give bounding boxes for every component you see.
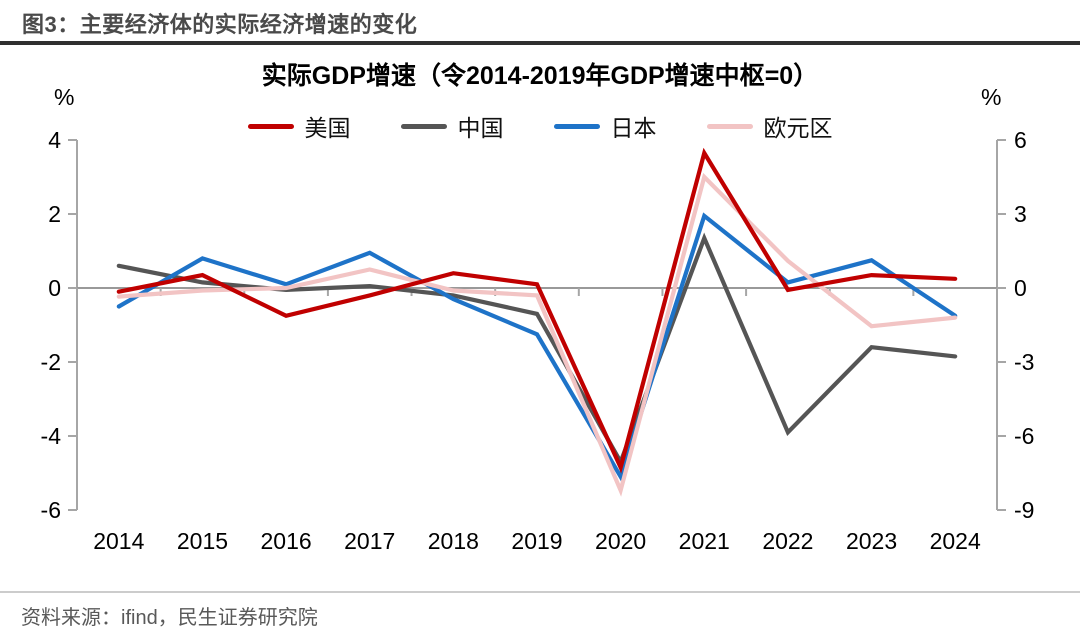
left-tick-label: -2 [41,349,61,375]
year-label: 2015 [177,528,228,554]
year-label: 2021 [679,528,730,554]
legend-item: 美国 [247,109,351,143]
right-tick-label: -6 [1014,423,1034,449]
right-tick-label: 0 [1014,275,1027,301]
left-tick-label: 4 [48,127,61,153]
left-tick-label: -6 [41,497,61,523]
year-label: 2018 [428,528,479,554]
legend-line-swatch [706,123,753,129]
legend-line-swatch [247,123,294,129]
source-divider [0,591,1080,593]
legend-line-swatch [553,123,600,129]
left-axis-unit-label: % [54,84,75,110]
right-tick-label: 3 [1014,201,1027,227]
left-tick-label: 0 [48,275,61,301]
legend-item: 中国 [400,109,504,143]
year-label: 2022 [762,528,813,554]
right-tick-label: 6 [1014,127,1027,153]
title-divider [0,41,1080,45]
right-tick-label: -9 [1014,497,1034,523]
chart-legend: 美国 中国 日本 欧元区 [0,110,1080,142]
year-label: 2023 [846,528,897,554]
legend-label: 中国 [457,116,504,141]
right-tick-label: -3 [1014,349,1034,375]
year-label: 2014 [93,528,144,554]
legend-label: 日本 [610,116,657,141]
legend-label: 美国 [304,116,351,141]
left-tick-label: 2 [48,201,61,227]
legend-label: 欧元区 [763,116,833,141]
source-note: 资料来源：ifind，民生证券研究院 [21,607,318,629]
year-label: 2019 [511,528,562,554]
page-title: 图3：主要经济体的实际经济增速的变化 [22,12,418,37]
year-label: 2017 [344,528,395,554]
legend-item: 欧元区 [706,109,833,143]
year-label: 2016 [261,528,312,554]
left-tick-label: -4 [41,423,62,449]
series-line [116,147,958,474]
year-label: 2024 [930,528,981,554]
year-label: 2020 [595,528,646,554]
right-axis-unit-label: % [981,84,1002,110]
legend-line-swatch [400,123,447,129]
series-line [116,212,958,482]
legend-item: 日本 [553,109,657,143]
chart-title: 实际GDP增速（令2014-2019年GDP增速中枢=0） [261,62,819,90]
series-line [116,172,958,497]
